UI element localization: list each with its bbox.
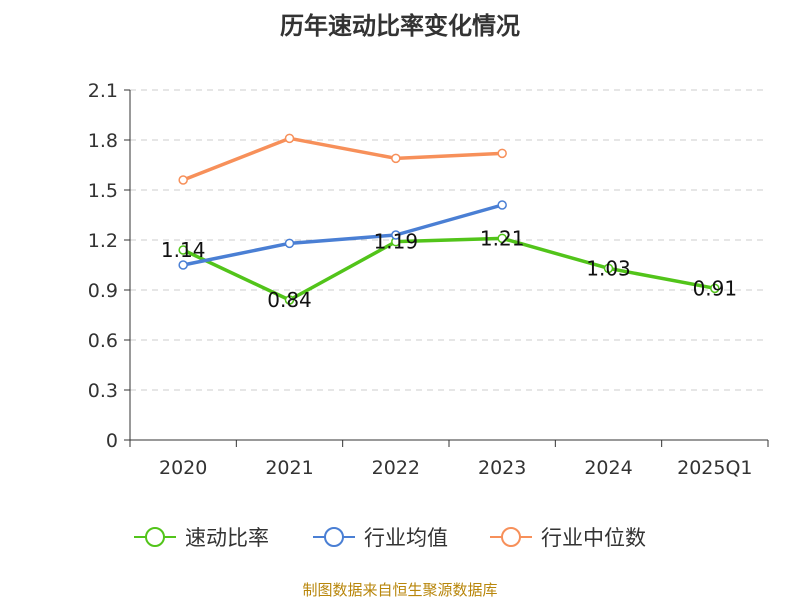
legend-label: 行业中位数 xyxy=(541,526,646,550)
series-line xyxy=(181,203,504,267)
y-tick-label: 0.9 xyxy=(88,280,118,302)
legend-marker xyxy=(501,527,521,547)
data-point xyxy=(497,200,507,210)
source-note: 制图数据来自恒生聚源数据库 xyxy=(302,581,498,599)
x-tick-label: 2025Q1 xyxy=(677,457,752,479)
data-label: 1.03 xyxy=(586,256,631,280)
y-tick-label: 0.6 xyxy=(88,330,118,352)
y-tick-label: 1.8 xyxy=(88,130,118,152)
data-label: 0.84 xyxy=(267,288,312,312)
y-tick-label: 2.1 xyxy=(88,80,118,102)
data-label: 1.19 xyxy=(374,230,419,254)
x-tick-label: 2022 xyxy=(372,457,420,479)
legend-marker xyxy=(145,527,165,547)
x-tick-label: 2024 xyxy=(584,457,632,479)
x-tick-label: 2020 xyxy=(159,457,207,479)
legend-label: 行业均值 xyxy=(364,526,448,550)
series-line xyxy=(181,136,504,182)
data-point xyxy=(603,263,614,274)
chart-title: 历年速动比率变化情况 xyxy=(280,12,520,40)
y-tick-label: 0 xyxy=(106,430,118,452)
data-point xyxy=(284,238,295,249)
data-point xyxy=(178,260,188,270)
legend-label: 速动比率 xyxy=(185,526,269,550)
data-point xyxy=(178,245,188,255)
data-label: 1.14 xyxy=(161,238,206,262)
legend-marker xyxy=(324,527,344,547)
data-point xyxy=(178,175,188,185)
x-tick-label: 2021 xyxy=(265,457,313,479)
data-label: 0.91 xyxy=(693,276,738,300)
data-point xyxy=(710,283,720,294)
data-point xyxy=(284,133,295,144)
x-tick-label: 2023 xyxy=(478,457,526,479)
axes: 0 0.3 0.6 0.9 1.2 1.5 1.8 2.1 2020 2021 2022 2023 20… xyxy=(88,80,769,479)
data-point xyxy=(497,148,507,159)
series-line xyxy=(181,236,717,302)
data-point xyxy=(497,233,507,244)
data-point xyxy=(391,230,401,240)
y-tick-label: 0.3 xyxy=(88,380,118,402)
data-labels: 1.14 0.84 1.19 1.21 1.03 0.91 xyxy=(161,226,737,312)
y-tick-label: 1.5 xyxy=(88,180,118,202)
data-point xyxy=(391,153,401,164)
data-point xyxy=(284,295,295,305)
data-label: 1.21 xyxy=(480,226,525,250)
series-layer xyxy=(178,133,720,305)
y-tick-label: 1.2 xyxy=(88,230,118,252)
legend: 速动比率 行业均值 行业中位数 xyxy=(134,526,646,550)
